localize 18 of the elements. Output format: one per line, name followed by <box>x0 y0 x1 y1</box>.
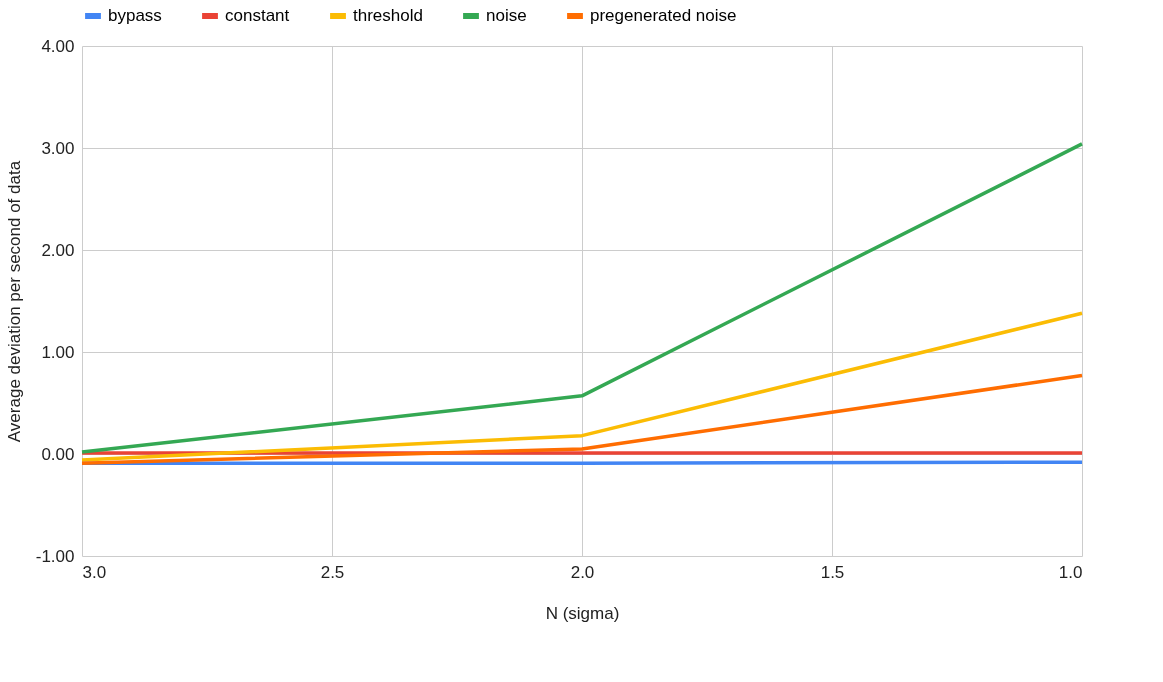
y-tick-label: 0.00 <box>41 444 75 464</box>
legend-label: constant <box>225 6 290 25</box>
x-tick-label: 1.5 <box>820 562 845 582</box>
x-tick-label: 2.0 <box>570 562 595 582</box>
legend-label: pregenerated noise <box>590 6 737 25</box>
x-tick-label: 2.5 <box>320 562 345 582</box>
y-tick-label: 3.00 <box>41 138 75 158</box>
y-axis-title: Average deviation per second of data <box>4 160 24 443</box>
y-tick-label: -1.00 <box>35 546 75 566</box>
x-tick-label: 3.0 <box>82 562 107 582</box>
legend-label: noise <box>486 6 527 25</box>
y-tick-label: 4.00 <box>41 36 75 56</box>
y-tick-label: 2.00 <box>41 240 75 260</box>
legend-label: bypass <box>108 6 162 25</box>
x-tick-label: 1.0 <box>1058 562 1083 582</box>
x-axis-title: N (sigma) <box>545 603 620 623</box>
y-tick-label: 1.00 <box>41 342 75 362</box>
legend-label: threshold <box>353 6 423 25</box>
